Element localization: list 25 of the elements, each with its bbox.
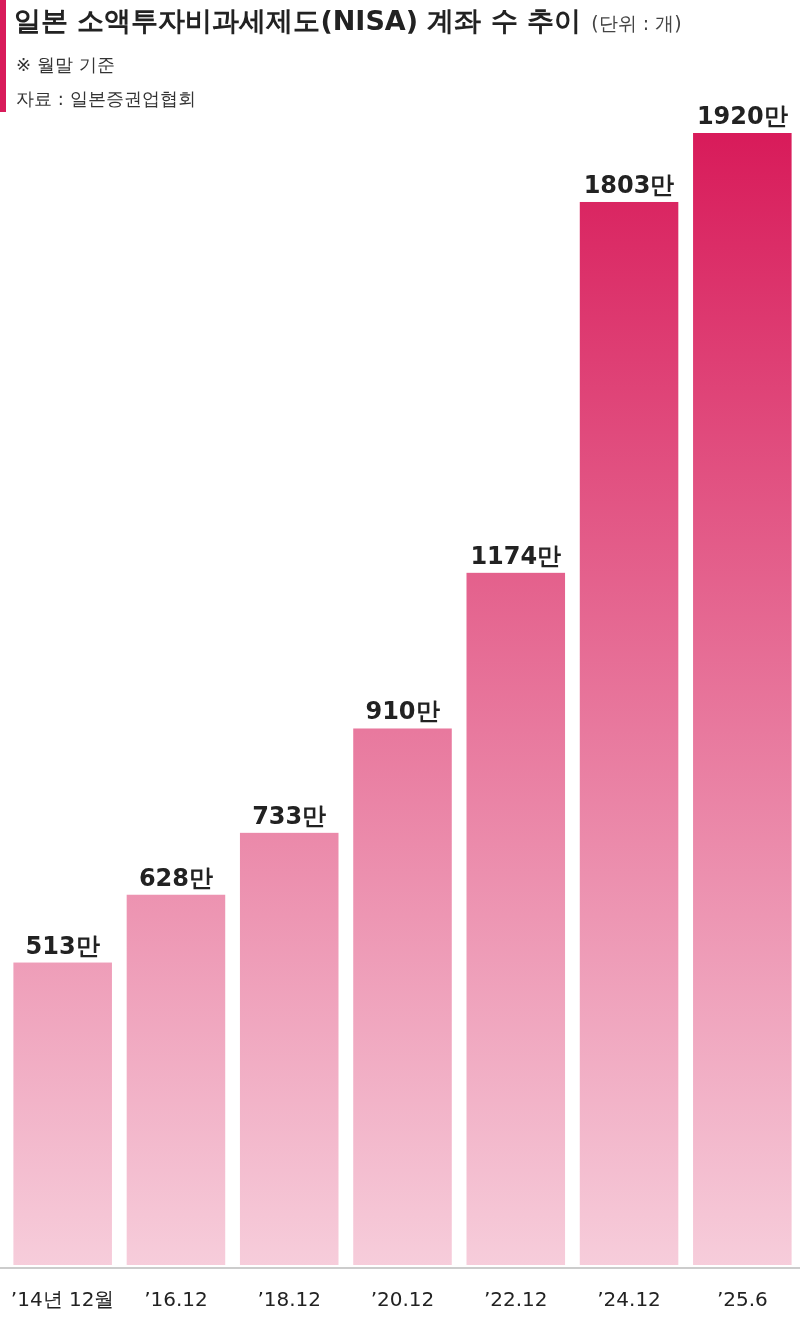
bar	[693, 133, 792, 1265]
data-label: 1920만	[696, 102, 788, 130]
bar	[579, 201, 679, 1265]
text: 자료 : 일본증권업협회	[16, 88, 196, 109]
x-tick-label: ’16.12	[144, 1287, 208, 1311]
x-tick-label: ’24.12	[597, 1287, 661, 1311]
chart-subtitle: ※ 월말 기준	[16, 54, 115, 75]
x-tick-label: ’22.12	[483, 1287, 548, 1311]
text: (단위 : 개)	[591, 12, 682, 34]
x-tick-label: ’14년 12월	[10, 1287, 115, 1311]
data-label: 513만	[25, 931, 100, 960]
x-tick-label: ’20.12	[370, 1287, 435, 1311]
data-label: 1174만	[470, 541, 562, 570]
data-label: 910만	[365, 697, 440, 726]
bar	[13, 962, 112, 1265]
x-tick-label: ’18.12	[257, 1287, 322, 1311]
data-label: 628만	[138, 863, 213, 892]
data-label: 1803만	[583, 170, 675, 199]
data-label: 733만	[252, 801, 327, 830]
bar	[126, 894, 226, 1265]
bar	[239, 832, 339, 1265]
bar	[466, 572, 566, 1265]
x-tick-label: ’25.6	[716, 1287, 768, 1311]
bar	[353, 728, 452, 1265]
chart-title: 일본 소액투자비과세제도(NISA) 계좌 수 추이	[14, 5, 582, 36]
